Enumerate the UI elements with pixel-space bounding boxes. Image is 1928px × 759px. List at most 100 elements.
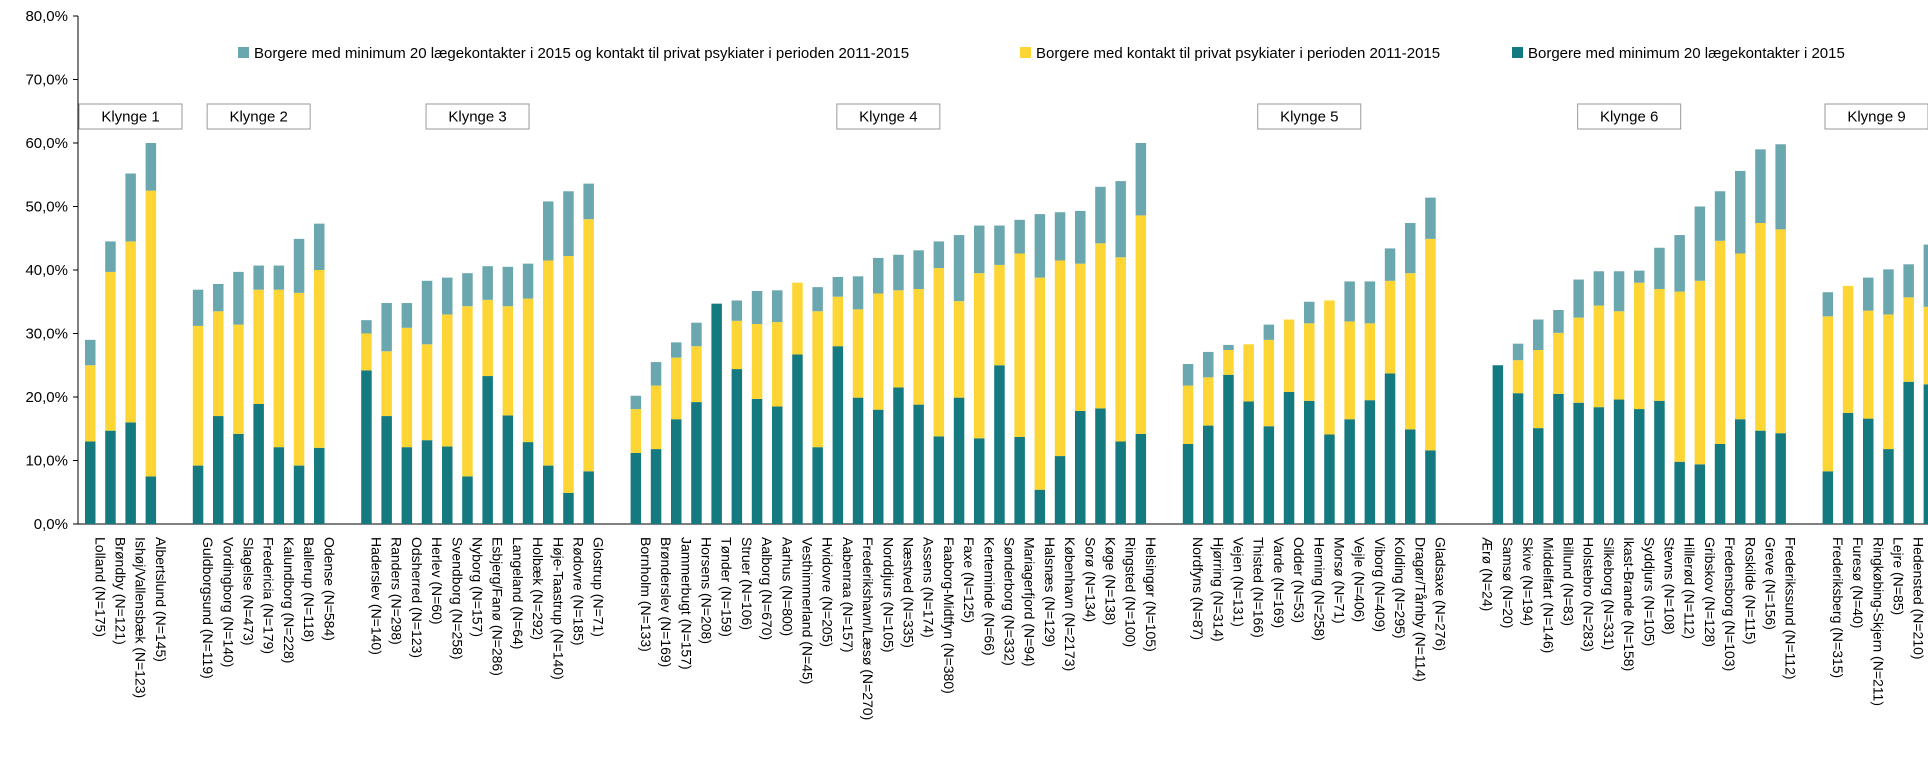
- bar-segment-private-psychiatrist: [1223, 350, 1234, 375]
- bar-segment-both: [1263, 324, 1275, 340]
- bar-segment-both: [1654, 247, 1665, 290]
- bar-segment-private-psychiatrist: [442, 314, 453, 447]
- cluster-label: Klynge 5: [1280, 109, 1338, 126]
- bar-segment-both: [1054, 212, 1066, 261]
- bar-segment-min-20-contacts: [1842, 412, 1854, 524]
- bar-segment-both: [314, 223, 325, 270]
- bar-segment-private-psychiatrist: [650, 385, 662, 450]
- bar-segment-both: [1095, 186, 1106, 244]
- bar-segment-private-psychiatrist: [293, 292, 305, 466]
- bar-segment-both: [1903, 264, 1914, 298]
- x-tick-label: Holbæk (N=292): [530, 537, 546, 640]
- bar-segment-private-psychiatrist: [974, 273, 985, 439]
- bar-segment-private-psychiatrist: [1553, 332, 1564, 394]
- x-tick-label: Gribskov (N=128): [1702, 537, 1718, 647]
- bar-segment-private-psychiatrist: [1842, 285, 1854, 413]
- x-tick-label: Høje-Taastrup (N=140): [550, 537, 566, 680]
- bar-segment-both: [421, 280, 433, 345]
- bar-segment-both: [812, 287, 823, 312]
- y-tick-label: 0,0%: [34, 516, 68, 533]
- bar-segment-min-20-contacts: [1735, 419, 1746, 524]
- bar-segment-min-20-contacts: [381, 416, 392, 524]
- cluster-label: Klynge 4: [859, 109, 917, 126]
- bar-segment-both: [1075, 210, 1086, 264]
- bar-segment-min-20-contacts: [630, 452, 642, 524]
- bar-segment-private-psychiatrist: [1095, 243, 1106, 409]
- x-tick-label: Aalborg (N=670): [759, 537, 775, 640]
- bar-segment-both: [273, 265, 285, 290]
- bar-segment-private-psychiatrist: [913, 289, 924, 405]
- bar-segment-both: [1863, 277, 1874, 311]
- legend-swatch: [1020, 47, 1031, 58]
- x-tick-label: Faxe (N=125): [961, 537, 977, 623]
- bar-segment-both: [1364, 281, 1376, 324]
- bar-segment-both: [1694, 206, 1706, 281]
- bar-segment-min-20-contacts: [1405, 429, 1416, 524]
- x-tick-label: Jammerbugt (N=157): [678, 537, 694, 670]
- bar-segment-both: [125, 173, 136, 242]
- bar-segment-private-psychiatrist: [1263, 339, 1275, 427]
- x-tick-label: Ballerup (N=118): [301, 537, 317, 642]
- y-tick-label: 80,0%: [25, 8, 68, 25]
- bar-segment-min-20-contacts: [1883, 449, 1894, 524]
- x-tick-label: Dragør/Tårnby (N=114): [1412, 537, 1428, 682]
- bar-segment-min-20-contacts: [772, 406, 783, 524]
- legend-label: Borgere med kontakt til privat psykiater…: [1036, 45, 1440, 62]
- bar-segment-min-20-contacts: [85, 441, 96, 524]
- bar-segment-min-20-contacts: [502, 415, 514, 524]
- cluster-label: Klynge 3: [448, 109, 506, 126]
- bar-segment-min-20-contacts: [192, 465, 204, 524]
- x-tick-label: Hillerød (N=112): [1682, 537, 1698, 639]
- x-tick-label: Kerteminde (N=66): [981, 537, 997, 656]
- x-tick-label: Norddjurs (N=105): [880, 537, 896, 653]
- bar-segment-min-20-contacts: [731, 369, 743, 524]
- bar-segment-min-20-contacts: [563, 492, 574, 524]
- bar-segment-both: [1593, 271, 1605, 306]
- bar-segment-private-psychiatrist: [691, 346, 702, 403]
- x-tick-label: Thisted (N=166): [1251, 537, 1267, 638]
- bar-segment-private-psychiatrist: [1243, 344, 1254, 402]
- bar-segment-both: [1674, 235, 1685, 292]
- bar-segment-both: [502, 266, 514, 307]
- bar-segment-min-20-contacts: [913, 404, 924, 524]
- x-tick-label: Guldborgsund (N=119): [200, 537, 216, 679]
- x-tick-label: Syddjurs (N=105): [1641, 537, 1657, 646]
- bar-segment-private-psychiatrist: [873, 293, 884, 410]
- bar-segment-private-psychiatrist: [792, 282, 803, 355]
- bar-segment-both: [1512, 343, 1524, 361]
- bar-segment-min-20-contacts: [1694, 464, 1706, 524]
- cluster-box-klynge-6: [1577, 103, 1682, 130]
- bar-segment-private-psychiatrist: [192, 325, 204, 466]
- bar-segment-private-psychiatrist: [1654, 289, 1665, 401]
- bar-segment-min-20-contacts: [293, 465, 305, 524]
- bar-segment-private-psychiatrist: [583, 219, 594, 472]
- bar-segment-both: [1182, 363, 1194, 386]
- bar-segment-both: [1573, 279, 1584, 318]
- bar-segment-both: [1304, 301, 1315, 324]
- bar-segment-both: [105, 241, 116, 272]
- bar-segment-private-psychiatrist: [1634, 282, 1645, 410]
- bar-segment-min-20-contacts: [1593, 407, 1605, 524]
- bar-segment-min-20-contacts: [522, 442, 534, 524]
- bar-segment-min-20-contacts: [1243, 401, 1254, 524]
- bar-segment-min-20-contacts: [711, 303, 722, 524]
- x-tick-label: Brønderslev (N=169): [658, 537, 674, 667]
- x-tick-label: Faaborg-Midtfyn (N=380): [941, 537, 957, 694]
- bar-segment-private-psychiatrist: [1324, 300, 1335, 435]
- bar-segment-min-20-contacts: [1384, 373, 1396, 524]
- x-tick-label: Odsherred (N=123): [409, 537, 425, 658]
- x-tick-label: Fredensborg (N=103): [1722, 537, 1738, 671]
- bar-segment-both: [293, 238, 305, 293]
- cluster-label: Klynge 9: [1847, 109, 1905, 126]
- bar-segment-both: [772, 290, 783, 323]
- x-tick-label: Vordingborg (N=140): [220, 537, 236, 667]
- bar-segment-min-20-contacts: [1182, 443, 1194, 524]
- bar-segment-min-20-contacts: [1654, 400, 1665, 524]
- x-tick-label: Frederikshavn/Læsø (N=270): [860, 537, 876, 720]
- bar-segment-private-psychiatrist: [105, 271, 116, 431]
- legend-swatch: [1512, 47, 1523, 58]
- bar-segment-min-20-contacts: [691, 402, 702, 524]
- x-tick-label: Samsø (N=20): [1500, 537, 1516, 628]
- bar-segment-both: [1203, 351, 1214, 378]
- bar-segment-both: [1223, 344, 1234, 351]
